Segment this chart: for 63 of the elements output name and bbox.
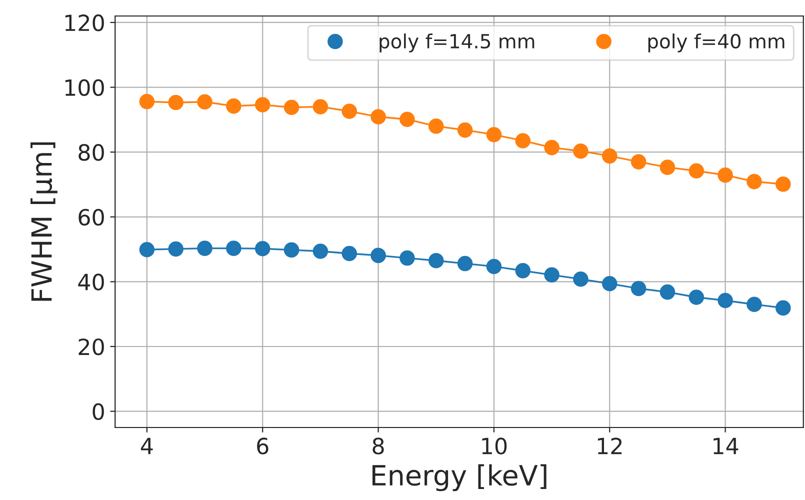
y-tick-label: 0 (92, 403, 104, 420)
point (746, 174, 762, 190)
point (342, 104, 357, 119)
x-tick-label: 12 (598, 438, 622, 454)
point (139, 94, 155, 110)
point (486, 126, 502, 142)
point (226, 240, 242, 256)
point (342, 246, 357, 262)
point (573, 143, 588, 159)
point (226, 98, 242, 114)
point (688, 163, 704, 179)
point (457, 122, 473, 138)
point (428, 252, 444, 268)
point (746, 296, 762, 312)
point (312, 99, 328, 114)
point (660, 284, 676, 300)
point (284, 100, 300, 116)
point (602, 276, 618, 292)
y-axis-title: FWHM [µm] (30, 142, 58, 301)
point (312, 244, 328, 259)
point (400, 250, 415, 266)
y-tick-label: 80 (78, 144, 104, 161)
point (428, 118, 444, 134)
legend-label: poly f=14.5 mm (380, 34, 534, 52)
point (630, 154, 646, 170)
point (254, 241, 270, 256)
point (370, 109, 386, 124)
point (660, 160, 676, 175)
point (370, 248, 386, 264)
point (515, 263, 531, 278)
x-tick-label: 4 (140, 438, 153, 454)
point (776, 300, 791, 316)
x-tick-label: 10 (482, 438, 507, 454)
y-tick-label: 120 (65, 14, 104, 32)
point (284, 242, 300, 258)
point (688, 290, 704, 305)
point (544, 267, 560, 283)
x-axis-title: Energy [keV] (372, 464, 546, 492)
point (400, 112, 415, 127)
x-tick-label: 6 (257, 438, 268, 454)
point (718, 167, 733, 183)
y-tick-label: 60 (78, 208, 104, 226)
point (718, 292, 733, 308)
point (573, 271, 588, 287)
point (630, 280, 646, 296)
point (197, 94, 212, 110)
point (139, 242, 155, 258)
point (168, 94, 184, 110)
legend-label: poly f=40 mm (648, 34, 784, 52)
point (457, 256, 473, 272)
x-tick-label: 8 (372, 438, 384, 454)
point (254, 97, 270, 112)
point (197, 240, 212, 256)
point (776, 176, 791, 192)
point (602, 148, 618, 164)
point (486, 258, 502, 274)
point (168, 241, 184, 257)
y-tick-label: 100 (65, 79, 104, 96)
point (515, 133, 531, 148)
point (544, 140, 560, 156)
y-tick-label: 20 (78, 338, 104, 356)
y-tick-label: 40 (78, 274, 104, 290)
x-tick-label: 14 (714, 438, 738, 454)
